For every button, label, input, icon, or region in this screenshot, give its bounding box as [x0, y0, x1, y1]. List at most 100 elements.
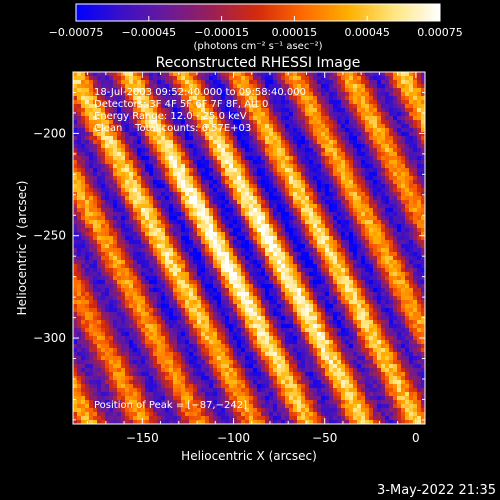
heatmap-cell — [85, 252, 90, 257]
heatmap-cell — [349, 120, 354, 125]
heatmap-cell — [117, 76, 122, 81]
heatmap-cell — [217, 216, 222, 221]
heatmap-cell — [357, 292, 362, 297]
heatmap-cell — [209, 236, 214, 241]
heatmap-cell — [301, 128, 306, 133]
heatmap-cell — [113, 88, 118, 93]
heatmap-cell — [241, 240, 246, 245]
heatmap-cell — [141, 80, 146, 85]
heatmap-cell — [77, 256, 82, 261]
heatmap-cell — [105, 124, 110, 129]
heatmap-cell — [329, 124, 334, 129]
heatmap-cell — [421, 72, 425, 77]
heatmap-cell — [341, 268, 346, 273]
heatmap-cell — [169, 112, 174, 117]
heatmap-cell — [393, 152, 398, 157]
heatmap-cell — [217, 100, 222, 105]
heatmap-cell — [153, 196, 158, 201]
heatmap-cell — [297, 288, 302, 293]
heatmap-cell — [397, 200, 402, 205]
heatmap-cell — [93, 188, 98, 193]
heatmap-cell — [121, 184, 126, 189]
heatmap-cell — [145, 216, 150, 221]
heatmap-cell — [269, 288, 274, 293]
heatmap-cell — [77, 76, 82, 81]
heatmap-cell — [81, 252, 86, 257]
heatmap-cell — [145, 172, 150, 177]
heatmap-cell — [381, 164, 386, 169]
heatmap-cell — [249, 252, 254, 257]
heatmap-cell — [241, 208, 246, 213]
heatmap-cell — [305, 268, 310, 273]
heatmap-cell — [149, 120, 154, 125]
heatmap-cell — [293, 132, 298, 137]
heatmap-cell — [177, 212, 182, 217]
heatmap-cell — [153, 212, 158, 217]
heatmap-cell — [149, 244, 154, 249]
heatmap-cell — [261, 264, 266, 269]
heatmap-cell — [121, 148, 126, 153]
heatmap-cell — [197, 160, 202, 165]
heatmap-cell — [157, 188, 162, 193]
heatmap-cell — [389, 132, 394, 137]
heatmap-cell — [153, 192, 158, 197]
heatmap-cell — [405, 104, 410, 109]
heatmap-cell — [237, 288, 242, 293]
heatmap-cell — [353, 256, 358, 261]
heatmap-cell — [293, 264, 298, 269]
heatmap-cell — [117, 180, 122, 185]
heatmap-cell — [81, 124, 86, 129]
heatmap-cell — [145, 288, 150, 293]
heatmap-cell — [225, 112, 230, 117]
heatmap-cell — [133, 296, 138, 301]
heatmap-cell — [365, 168, 370, 173]
heatmap-cell — [369, 276, 374, 281]
heatmap-cell — [169, 200, 174, 205]
heatmap-cell — [133, 92, 138, 97]
heatmap-cell — [233, 140, 238, 145]
heatmap-cell — [229, 208, 234, 213]
heatmap-cell — [257, 176, 262, 181]
heatmap-cell — [137, 148, 142, 153]
heatmap-cell — [297, 116, 302, 121]
heatmap-cell — [329, 136, 334, 141]
heatmap-cell — [73, 204, 78, 209]
heatmap-cell — [405, 284, 410, 289]
heatmap-cell — [377, 284, 382, 289]
heatmap-cell — [217, 276, 222, 281]
heatmap-cell — [257, 260, 262, 265]
heatmap-cell — [281, 140, 286, 145]
heatmap-cell — [225, 88, 230, 93]
heatmap-cell — [317, 268, 322, 273]
heatmap-cell — [165, 180, 170, 185]
heatmap-cell — [101, 272, 106, 277]
heatmap-cell — [301, 228, 306, 233]
heatmap-cell — [97, 152, 102, 157]
heatmap-cell — [221, 264, 226, 269]
heatmap-cell — [293, 116, 298, 121]
heatmap-cell — [93, 288, 98, 293]
heatmap-cell — [145, 104, 150, 109]
heatmap-cell — [245, 172, 250, 177]
heatmap-cell — [189, 80, 194, 85]
heatmap-cell — [353, 128, 358, 133]
heatmap-cell — [265, 184, 270, 189]
heatmap-cell — [285, 88, 290, 93]
heatmap-cell — [345, 164, 350, 169]
heatmap-cell — [301, 84, 306, 89]
heatmap-cell — [341, 200, 346, 205]
heatmap-cell — [293, 156, 298, 161]
heatmap-cell — [289, 172, 294, 177]
heatmap-cell — [373, 76, 378, 81]
heatmap-cell — [317, 184, 322, 189]
heatmap-cell — [161, 112, 166, 117]
heatmap-cell — [73, 264, 78, 269]
heatmap-cell — [113, 156, 118, 161]
heatmap-cell — [309, 164, 314, 169]
heatmap-cell — [277, 256, 282, 261]
heatmap-cell — [221, 168, 226, 173]
heatmap-cell — [305, 136, 310, 141]
heatmap-cell — [197, 84, 202, 89]
heatmap-cell — [365, 104, 370, 109]
heatmap-cell — [85, 152, 90, 157]
